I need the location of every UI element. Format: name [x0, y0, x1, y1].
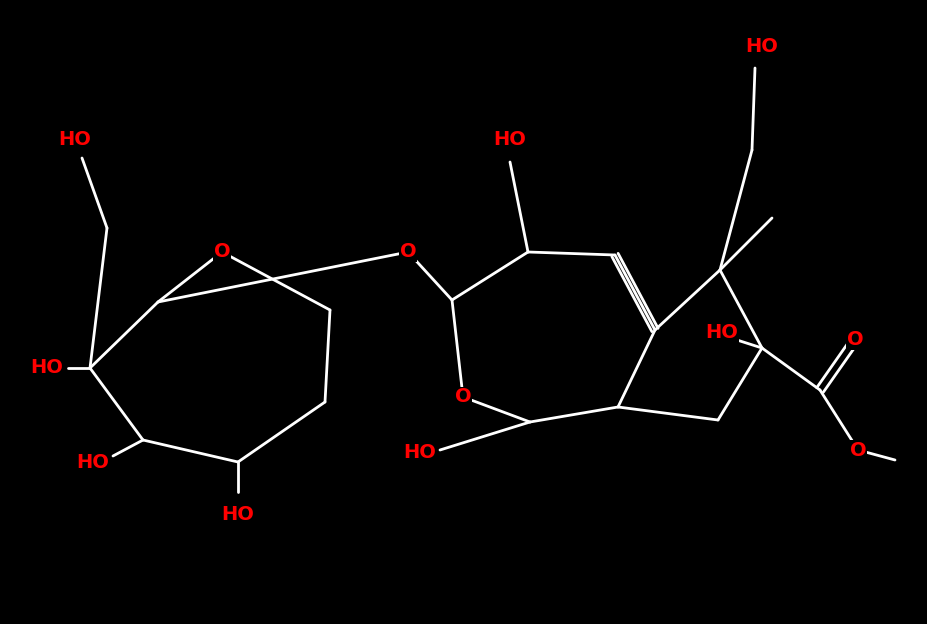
Text: HO: HO	[58, 130, 92, 150]
Text: O: O	[400, 243, 416, 261]
Text: HO: HO	[77, 452, 109, 472]
Text: O: O	[849, 441, 866, 459]
Text: HO: HO	[744, 37, 778, 57]
Text: O: O	[454, 388, 471, 406]
Text: HO: HO	[705, 323, 738, 343]
Text: HO: HO	[403, 442, 436, 462]
Text: O: O	[213, 243, 230, 261]
Text: HO: HO	[31, 359, 63, 378]
Text: O: O	[845, 331, 862, 349]
Text: HO: HO	[222, 505, 254, 525]
Text: HO: HO	[493, 130, 526, 150]
